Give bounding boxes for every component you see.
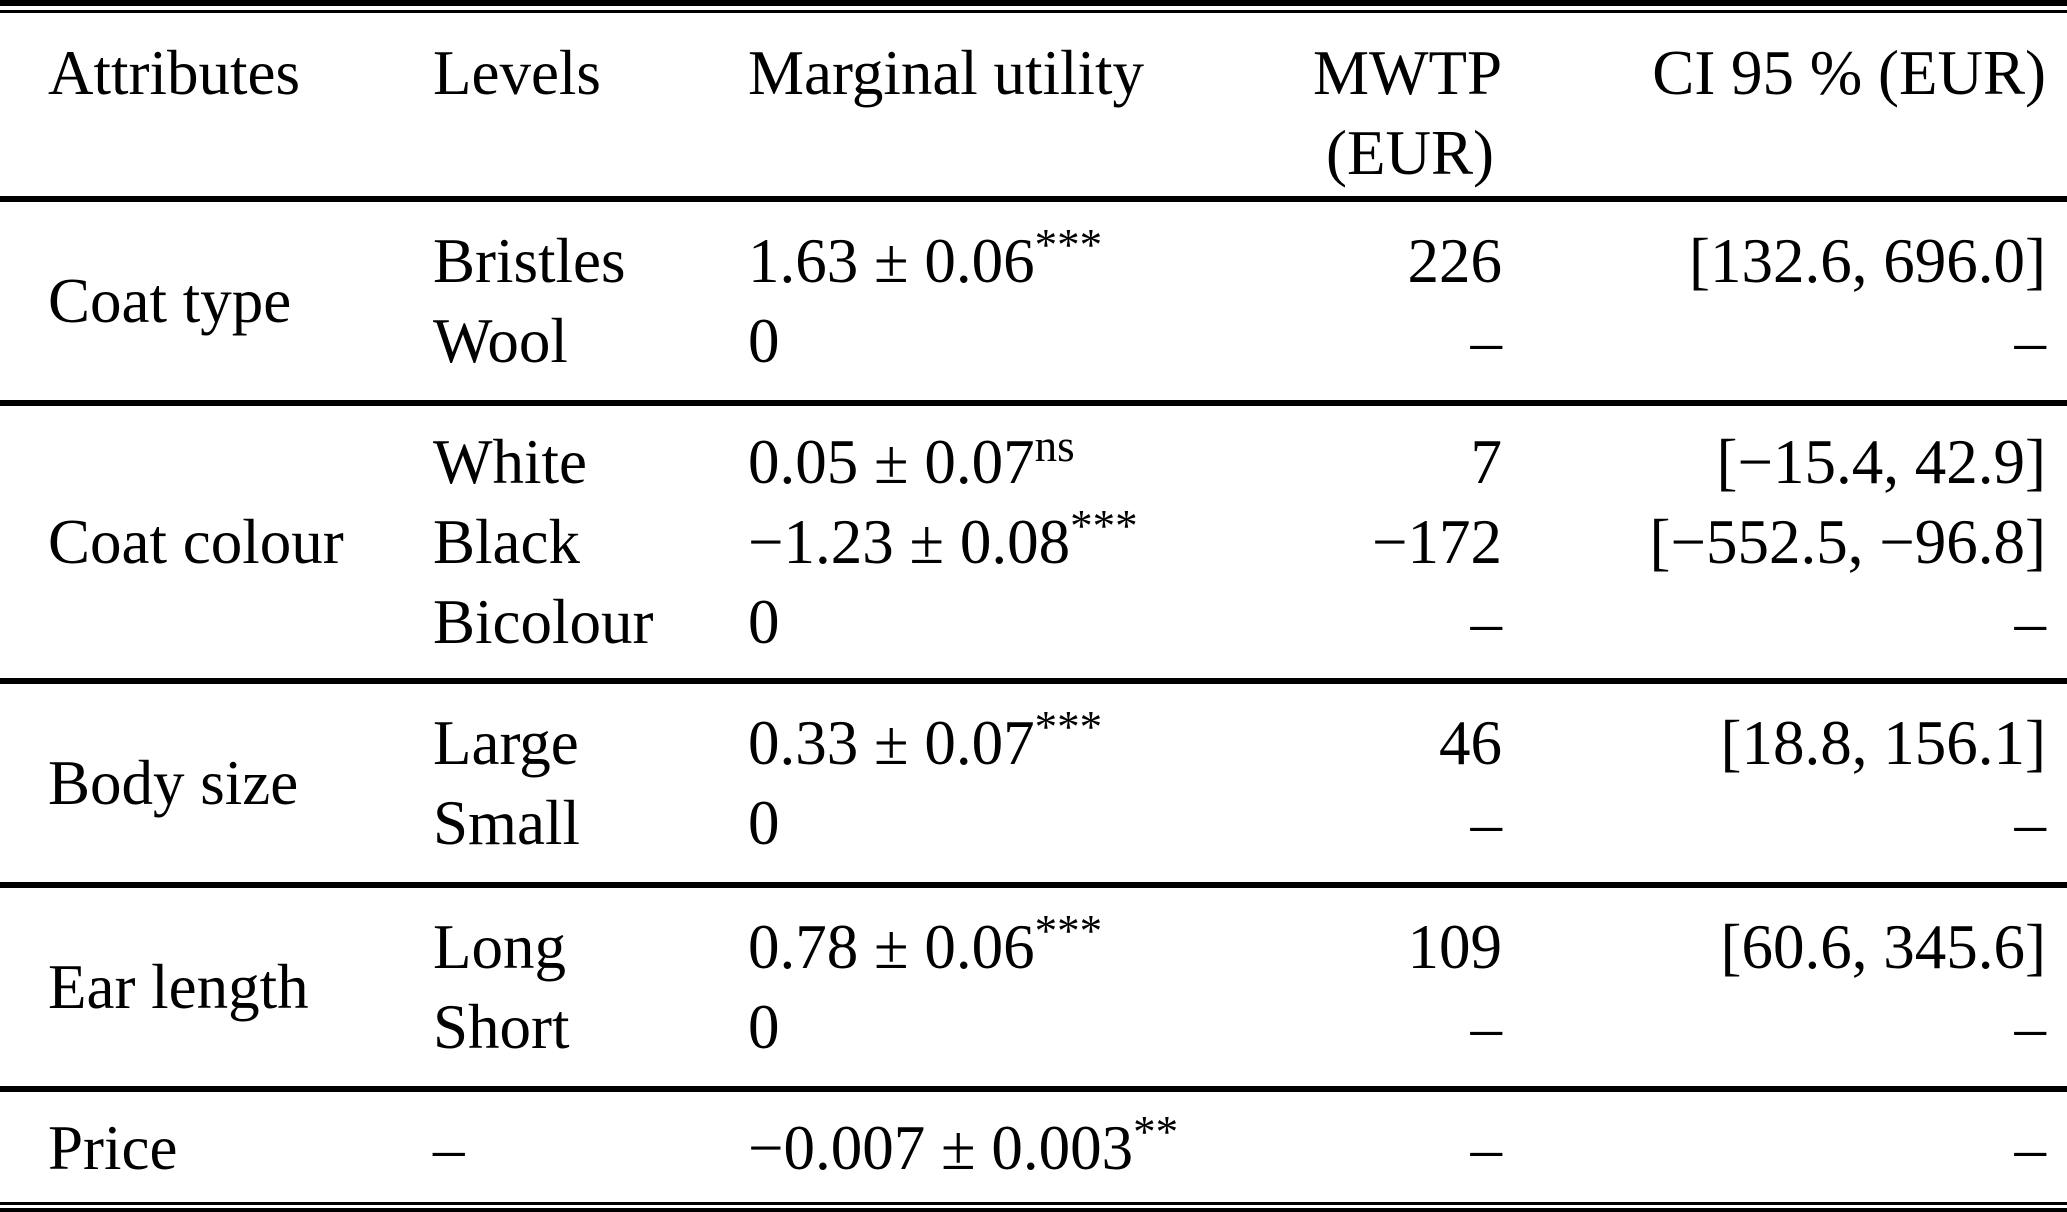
- level-cell: Bristles: [433, 226, 626, 296]
- utility-value: 0.78 ± 0.06: [748, 912, 1035, 982]
- level-cell: Black: [433, 507, 580, 577]
- utility-value: 0: [748, 992, 780, 1062]
- significance-marker: **: [1133, 1107, 1179, 1157]
- col-header-ci: CI 95 % (EUR): [1652, 38, 2046, 108]
- attribute-label: Coat type: [48, 266, 292, 336]
- table-row: Small 0 – –: [0, 783, 2067, 885]
- ci-cell: [132.6, 696.0]: [1689, 226, 2046, 296]
- table-bottom-rule-thick: [0, 1208, 2067, 1212]
- ci-cell: [60.6, 345.6]: [1720, 912, 2046, 982]
- ci-cell: [−552.5, −96.8]: [1649, 507, 2046, 577]
- level-cell: White: [433, 427, 587, 497]
- mwtp-cell: –: [1470, 992, 1503, 1062]
- table-top-rule-thin: [0, 10, 2067, 13]
- table-top-rule-thick: [0, 0, 2067, 6]
- attribute-label: Body size: [48, 748, 299, 818]
- ci-cell: –: [2014, 1113, 2047, 1183]
- table-row: Ear length Long 0.78 ± 0.06*** 109 [60.6…: [0, 885, 2067, 1023]
- col-header-attributes: Attributes: [48, 38, 300, 108]
- marginal-utility-cell: 0.05 ± 0.07ns: [700, 403, 1260, 502]
- mwtp-cell: 109: [1407, 912, 1503, 982]
- utility-value: −1.23 ± 0.08: [748, 507, 1071, 577]
- significance-marker: ***: [1034, 220, 1103, 270]
- ci-cell: –: [2014, 306, 2047, 376]
- ci-cell: –: [2014, 788, 2047, 858]
- attribute-label: Price: [48, 1113, 178, 1183]
- significance-marker: ns: [1034, 421, 1075, 471]
- table-row: Coat type Bristles 1.63 ± 0.06*** 226 [1…: [0, 199, 2067, 337]
- significance-marker: ***: [1070, 501, 1138, 551]
- utility-value: 1.63 ± 0.06: [748, 226, 1035, 296]
- utility-value: 0: [748, 788, 780, 858]
- col-header-mwtp-line1: MWTP: [1313, 38, 1502, 108]
- utility-value: 0: [748, 306, 780, 376]
- marginal-utility-cell: 0.33 ± 0.07***: [700, 681, 1260, 783]
- attribute-label: Coat colour: [48, 507, 344, 577]
- group-ear-length: Ear length Long 0.78 ± 0.06*** 109 [60.6…: [0, 885, 2067, 1089]
- marginal-utility-cell: −1.23 ± 0.08***: [700, 502, 1260, 582]
- utility-value: 0.05 ± 0.07: [748, 427, 1035, 497]
- mwtp-cell: 46: [1439, 708, 1502, 778]
- mwtp-cell: –: [1470, 1113, 1503, 1183]
- group-coat-colour: Coat colour White 0.05 ± 0.07ns 7 [−15.4…: [0, 403, 2067, 681]
- marginal-utility-cell: 0: [700, 987, 1260, 1089]
- table-row: Body size Large 0.33 ± 0.07*** 46 [18.8,…: [0, 681, 2067, 819]
- attribute-label: Ear length: [48, 952, 309, 1022]
- results-table: Attributes Levels Marginal utility MWTP …: [0, 13, 2067, 1204]
- significance-marker: ***: [1034, 906, 1103, 956]
- level-cell: Large: [433, 708, 579, 778]
- ci-cell: –: [2014, 992, 2047, 1062]
- mwtp-cell: −172: [1371, 507, 1502, 577]
- table-row: Coat colour White 0.05 ± 0.07ns 7 [−15.4…: [0, 403, 2067, 578]
- group-price: Price – −0.007 ± 0.003** – –: [0, 1089, 2067, 1204]
- marginal-utility-cell: 0: [700, 783, 1260, 885]
- utility-value: −0.007 ± 0.003: [748, 1113, 1134, 1183]
- mwtp-cell: –: [1470, 788, 1503, 858]
- col-header-mwtp: MWTP (EUR): [1260, 13, 1506, 199]
- table-bottom-rule-thin: [0, 1202, 2067, 1205]
- marginal-utility-cell: 0.78 ± 0.06***: [700, 885, 1260, 987]
- level-cell: Short: [433, 992, 570, 1062]
- table-header-row: Attributes Levels Marginal utility MWTP …: [0, 13, 2067, 199]
- ci-cell: [−15.4, 42.9]: [1716, 427, 2047, 497]
- level-cell: Small: [433, 788, 581, 858]
- ci-cell: [18.8, 156.1]: [1720, 708, 2046, 778]
- mwtp-cell: –: [1470, 306, 1503, 376]
- level-cell: Bicolour: [433, 587, 654, 657]
- col-header-marginal-utility: Marginal utility: [748, 38, 1145, 108]
- table-row: Wool 0 – –: [0, 301, 2067, 403]
- group-body-size: Body size Large 0.33 ± 0.07*** 46 [18.8,…: [0, 681, 2067, 885]
- table-row: Price – −0.007 ± 0.003** – –: [0, 1089, 2067, 1204]
- group-coat-type: Coat type Bristles 1.63 ± 0.06*** 226 [1…: [0, 199, 2067, 403]
- col-header-levels: Levels: [433, 38, 601, 108]
- mwtp-cell: 226: [1407, 226, 1503, 296]
- level-cell: Wool: [433, 306, 568, 376]
- mwtp-cell: –: [1470, 587, 1503, 657]
- mwtp-cell: 7: [1470, 427, 1503, 497]
- utility-value: 0: [748, 587, 780, 657]
- table-row: Short 0 – –: [0, 987, 2067, 1089]
- marginal-utility-cell: −0.007 ± 0.003**: [700, 1089, 1260, 1204]
- marginal-utility-cell: 0: [700, 582, 1260, 681]
- significance-marker: ***: [1034, 702, 1103, 752]
- level-cell: Long: [433, 912, 566, 982]
- table-row: Black −1.23 ± 0.08*** −172 [−552.5, −96.…: [0, 502, 2067, 582]
- table-row: Bicolour 0 – –: [0, 582, 2067, 681]
- level-cell: –: [433, 1113, 465, 1183]
- col-header-mwtp-line2: (EUR): [1326, 118, 1494, 188]
- ci-cell: –: [2014, 587, 2047, 657]
- utility-value: 0.33 ± 0.07: [748, 708, 1035, 778]
- marginal-utility-cell: 0: [700, 301, 1260, 403]
- marginal-utility-cell: 1.63 ± 0.06***: [700, 199, 1260, 301]
